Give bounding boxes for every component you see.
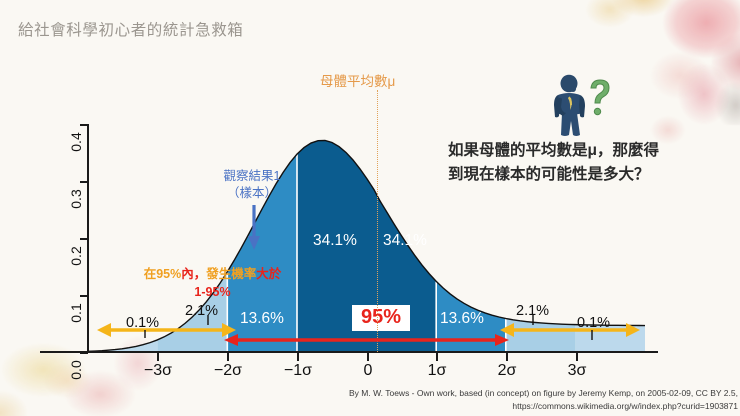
question-mark-icon (590, 79, 610, 116)
bell-curve-graphic (88, 139, 645, 352)
probability-note: 在95%內，發生機率大於 1-95% (100, 265, 325, 301)
y-label-4-wrap: 0.4 (42, 117, 84, 151)
y-tick-3 (80, 181, 88, 183)
population-mean-label: 母體平均數μ (320, 74, 396, 89)
x-axis-label--3sigma: −3σ (143, 362, 173, 379)
x-axis-label-2sigma: 2σ (497, 362, 517, 379)
x-tick-0 (367, 352, 369, 361)
y-tick-2 (80, 238, 88, 240)
down-arrow-icon (248, 205, 260, 250)
probability-note-seg3: 發生機率 (206, 267, 257, 281)
x-axis-label-3sigma: 3σ (567, 362, 587, 379)
x-tick-1sigma (436, 352, 438, 361)
band-label-2-1-right: 2.1% (516, 303, 550, 319)
y-tick-4 (80, 124, 88, 126)
x-axis-label--1sigma: −1σ (283, 362, 313, 379)
question-line-2: 到現在樣本的可能性是多大？ (448, 166, 650, 184)
normal-distribution-chart (88, 124, 645, 352)
band-label-2-1-left: 2.1% (185, 303, 219, 319)
page-title: 給社會科學初心者的統計急救箱 (18, 22, 244, 39)
x-tick-2sigma (506, 352, 508, 361)
y-label-1-wrap: 0.1 (42, 288, 84, 322)
x-axis-label-0: 0 (363, 362, 373, 379)
attribution-line-2: https://commons.wikimedia.org/w/index.ph… (512, 400, 738, 411)
y-tick-1 (80, 295, 88, 297)
population-mean-line (377, 90, 378, 352)
x-tick-3sigma (576, 352, 578, 361)
curve-outline (88, 139, 645, 352)
probability-note-line-2: 1-95% (194, 285, 231, 300)
probability-note-seg1: 在95% (143, 267, 182, 281)
probability-note-seg2: 內， (181, 267, 207, 281)
x-axis (40, 351, 658, 353)
band-label-34-1-left: 34.1% (313, 232, 357, 249)
tail-label-0-1-left: 0.1% (126, 315, 160, 331)
observation-line-2: （樣本） (226, 185, 277, 200)
confidence-interval-label: 95% (352, 305, 411, 331)
y-label-3-wrap: 0.3 (42, 174, 84, 208)
y-axis-label-4: 0.4 (68, 132, 84, 152)
y-label-0-wrap: 0.0 (42, 345, 84, 379)
x-axis-label-1sigma: 1σ (427, 362, 447, 379)
band-label-13-6-left: 13.6% (240, 310, 284, 327)
question-line-1: 如果母體的平均數是μ，那麼得 (448, 142, 659, 159)
y-label-2-wrap: 0.2 (42, 231, 84, 265)
attribution-credit: By M. W. Toews - Own work, based (in con… (286, 387, 738, 413)
x-tick--3sigma (157, 352, 159, 361)
band-label-34-1-right: 34.1% (383, 232, 427, 249)
y-axis-label-3: 0.3 (68, 189, 84, 209)
attribution-line-1: By M. W. Toews - Own work, based (in con… (349, 388, 738, 398)
band-label-13-6-right: 13.6% (440, 310, 484, 327)
thinking-person-icon (554, 74, 610, 136)
probability-note-seg4: 大於 (256, 267, 282, 281)
y-axis-label-2: 0.2 (68, 246, 84, 266)
question-text: 如果母體的平均數是μ，那麼得 到現在樣本的可能性是多大？ (448, 139, 733, 187)
observation-line-1: 觀察結果1 (223, 169, 281, 183)
y-axis-label-1: 0.1 (68, 303, 84, 323)
observation-annotation: 觀察結果1 （樣本） (196, 168, 308, 202)
x-tick--1sigma (297, 352, 299, 361)
tail-label-0-1-right: 0.1% (577, 315, 611, 331)
x-tick--2sigma (227, 352, 229, 361)
x-axis-label--2sigma: −2σ (213, 362, 243, 379)
y-tick-0 (80, 352, 88, 354)
y-axis-label-0: 0.0 (68, 360, 84, 380)
